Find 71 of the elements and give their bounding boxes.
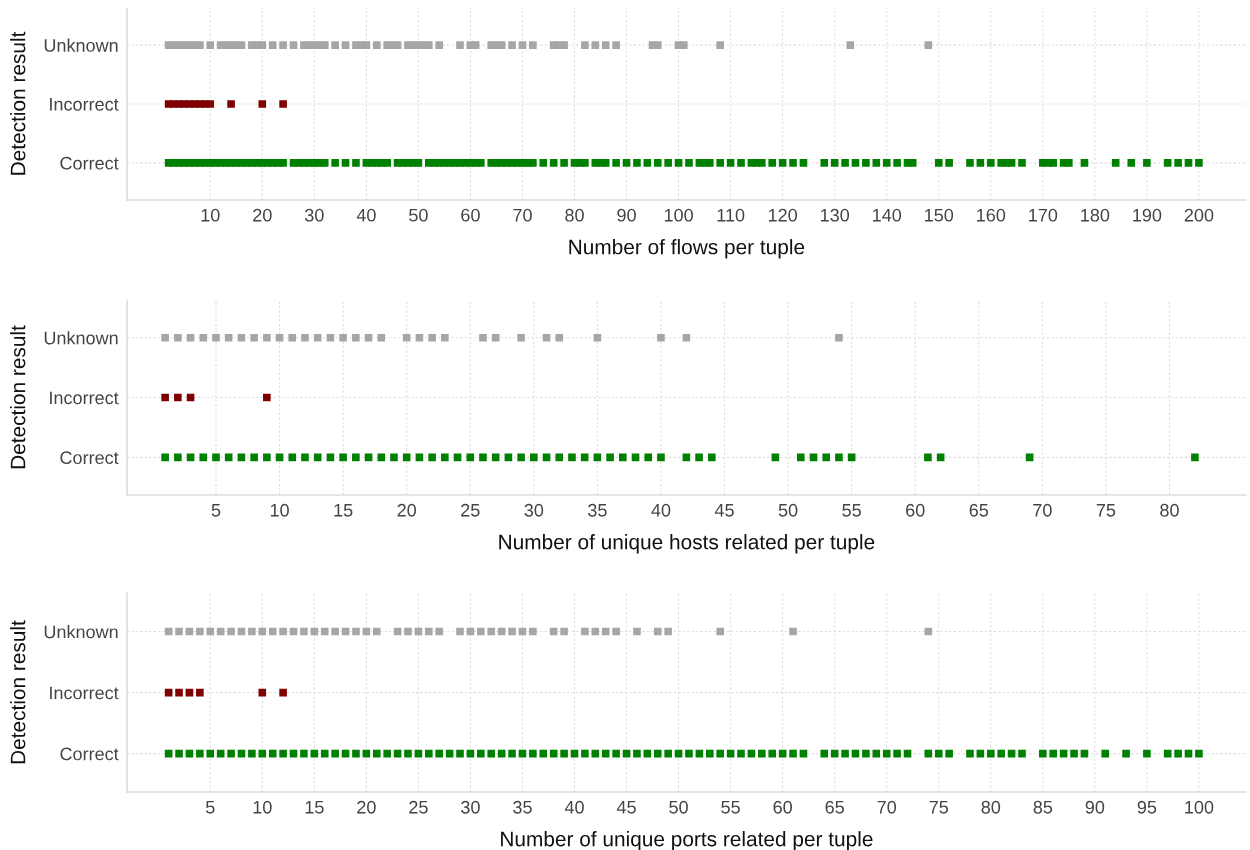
x-tick-label: 70 <box>1033 503 1052 517</box>
x-tick-label: 50 <box>409 208 428 222</box>
x-tick-label: 180 <box>1081 208 1110 222</box>
x-tick-label: 70 <box>513 208 532 222</box>
x-tick-label: 60 <box>773 800 792 814</box>
x-tick-label: 95 <box>1137 800 1157 814</box>
x-tick-label: 100 <box>1185 800 1214 814</box>
x-tick-label: 80 <box>565 208 584 222</box>
y-tick-label: Unknown <box>44 38 118 52</box>
x-tick-label: 40 <box>651 503 671 517</box>
x-tick-label: 10 <box>270 503 289 517</box>
x-tick-label: 190 <box>1133 208 1162 222</box>
y-axis-title: Detection result <box>10 620 26 764</box>
x-tick-label: 85 <box>1033 800 1053 814</box>
y-tick-label: Correct <box>60 156 119 170</box>
x-tick-label: 90 <box>617 208 636 222</box>
x-tick-label: 160 <box>977 208 1006 222</box>
x-tick-label: 20 <box>357 800 376 814</box>
x-tick-label: 35 <box>588 503 607 517</box>
x-tick-label: 50 <box>778 503 798 517</box>
x-tick-label: 10 <box>201 208 220 222</box>
x-tick-label: 55 <box>842 504 861 517</box>
y-tick-label: Unknown <box>44 331 118 345</box>
x-tick-label: 45 <box>616 801 636 814</box>
y-tick-label: Correct <box>60 747 119 761</box>
x-tick-label: 200 <box>1184 208 1214 222</box>
x-tick-label: 140 <box>873 208 902 222</box>
x-tick-label: 15 <box>334 504 353 517</box>
x-tick-label: 80 <box>981 800 1001 814</box>
x-tick-label: 5 <box>205 801 215 814</box>
x-tick-label: 35 <box>513 800 532 814</box>
x-tick-label: 130 <box>820 208 850 222</box>
x-tick-label: 90 <box>1085 800 1105 814</box>
x-tick-label: 110 <box>717 208 745 222</box>
x-tick-label: 50 <box>669 800 688 814</box>
x-tick-label: 25 <box>461 503 480 517</box>
x-tick-label: 30 <box>524 503 544 517</box>
x-tick-label: 40 <box>356 208 376 222</box>
x-tick-label: 65 <box>969 503 989 517</box>
x-tick-label: 15 <box>305 801 324 814</box>
y-tick-label: Incorrect <box>50 98 119 111</box>
x-axis-title: Number of unique ports related per tuple <box>501 831 873 850</box>
x-tick-label: 150 <box>925 208 954 222</box>
x-tick-label: 120 <box>768 208 797 222</box>
x-tick-label: 30 <box>461 800 480 814</box>
y-axis-title: Detection result <box>10 325 26 469</box>
y-tick-label: Incorrect <box>50 686 119 700</box>
x-tick-label: 60 <box>461 208 480 222</box>
x-tick-label: 65 <box>825 800 844 814</box>
x-tick-label: 170 <box>1029 208 1058 222</box>
y-tick-label: Incorrect <box>50 391 119 405</box>
x-tick-label: 45 <box>714 504 734 517</box>
x-tick-label: 30 <box>304 208 324 222</box>
x-tick-label: 40 <box>564 800 584 814</box>
x-tick-label: 20 <box>253 208 272 222</box>
x-axis-title: Number of unique hosts related per tuple <box>499 534 875 554</box>
x-tick-label: 75 <box>929 801 949 814</box>
x-tick-label: 55 <box>721 801 740 814</box>
x-tick-label: 80 <box>1160 503 1179 517</box>
y-tick-label: Unknown <box>44 625 118 639</box>
x-tick-label: 5 <box>211 504 221 517</box>
x-tick-label: 70 <box>877 800 897 814</box>
x-tick-label: 100 <box>664 208 693 222</box>
x-tick-label: 60 <box>906 503 925 517</box>
y-axis-title: Detection result <box>10 31 26 175</box>
y-tick-label: Correct <box>60 451 119 465</box>
x-axis-title: Number of flows per tuple <box>569 239 805 259</box>
x-tick-label: 25 <box>409 800 428 814</box>
x-tick-label: 20 <box>397 503 417 517</box>
x-tick-label: 10 <box>253 800 272 814</box>
x-tick-label: 75 <box>1096 504 1116 517</box>
